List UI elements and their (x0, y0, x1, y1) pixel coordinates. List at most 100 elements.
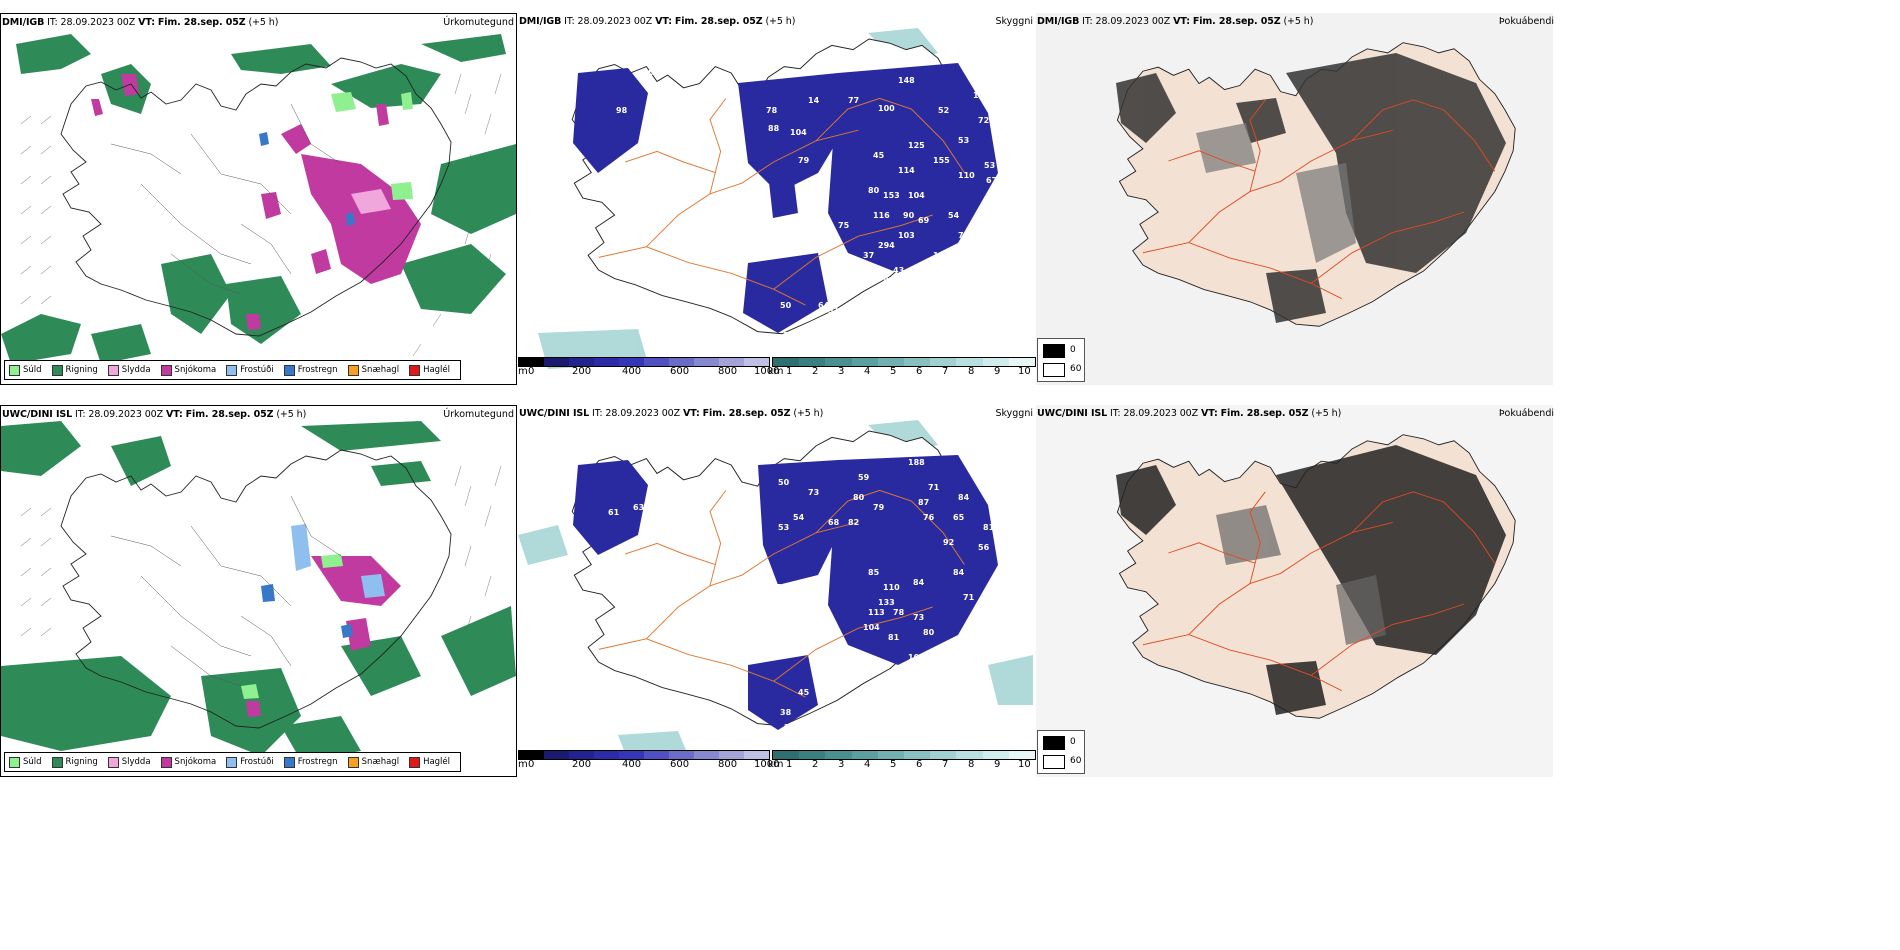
cloud-height-label: 30 (783, 331, 795, 340)
panel-header: UWC/DINI ISL IT: 28.09.2023 00Z VT: Fim.… (519, 408, 824, 419)
swatch-icon (107, 756, 119, 768)
cloud-height-label: 126 (628, 181, 645, 190)
cloud-height-label: 98 (616, 106, 628, 115)
cloud-height-label: 75 (838, 221, 850, 230)
cloud-height-label: 163 (933, 251, 950, 260)
cloud-height-label: 65 (648, 68, 660, 77)
swatch-icon (283, 756, 295, 768)
cloudbase-map-uwc: 82 61 63 79 84 50 73 54 53 68 82 80 59 188 71 87 79 76 84 6… (518, 405, 1035, 777)
cloud-height-label: 69 (918, 216, 930, 225)
cloud-height-label: 133 (878, 598, 895, 607)
precip-map-uwc: UWC/DINI ISL IT: 28.09.2023 00Z VT: Fim.… (0, 405, 517, 777)
swatch-icon (107, 364, 119, 376)
cloud-height-label: 59 (858, 473, 870, 482)
cloud-height-label: 125 (908, 141, 925, 150)
fog-map-dmi: DMI/IGB IT: 28.09.2023 00Z VT: Fim. 28.s… (1036, 13, 1556, 385)
cloud-height-label: 43 (893, 266, 904, 275)
cloudbase-map-dmi: 70 65 98 13 109 88 108 126 78 88 104 14 79 77 100 148 52… (518, 13, 1035, 385)
cloud-height-label: 53 (958, 136, 969, 145)
cloud-height-label: 80 (868, 186, 880, 195)
precip-legend: Súld Rigning Slydda Snjókoma Frostúði Fr… (4, 752, 462, 772)
precip-map-dmi: DMI/IGB IT: 28.09.2023 00Z VT: Fim. 28.s… (0, 13, 517, 385)
cloud-height-label: 79 (873, 503, 885, 512)
cloud-height-label: 13 (678, 101, 689, 110)
cloud-height-label: 71 (928, 483, 940, 492)
legend-item-haglel: Haglél (409, 756, 450, 768)
swatch-icon (347, 756, 359, 768)
cloud-height-label: 72 (903, 668, 914, 677)
cloud-colorbar (772, 750, 1036, 760)
cloud-height-label: 110 (883, 583, 900, 592)
cloud-height-label: 26 (784, 723, 796, 732)
cloud-height-label: 64 (818, 301, 830, 310)
panel-header: UWC/DINI ISL IT: 28.09.2023 00Z VT: Fim.… (2, 409, 307, 420)
cloud-height-label: 105 (908, 653, 925, 662)
cloud-height-label: 82 (848, 518, 859, 527)
cloud-height-label: 78 (766, 106, 778, 115)
cloud-height-label: 84 (668, 528, 680, 537)
cloud-height-label: 71 (963, 593, 975, 602)
cloud-height-label: 56 (978, 543, 990, 552)
white-swatch-icon (1043, 363, 1065, 377)
legend-item-slydda: Slydda (107, 364, 151, 376)
cloud-height-label: 86 (883, 276, 895, 285)
cloud-height-label: 65 (953, 513, 965, 522)
swatch-icon (409, 756, 421, 768)
cloud-height-label: 103 (898, 231, 915, 240)
cloud-height-label: 104 (908, 191, 925, 200)
cloud-height-label: 79 (798, 156, 810, 165)
cloud-height-label: 38 (780, 708, 792, 717)
swatch-icon (9, 364, 20, 376)
swatch-icon (9, 756, 20, 768)
cloud-height-label: 87 (918, 498, 929, 507)
cloud-height-label: 50 (780, 301, 792, 310)
panel-header: DMI/IGB IT: 28.09.2023 00Z VT: Fim. 28.s… (1037, 16, 1314, 27)
cloud-height-label: 81 (983, 523, 995, 532)
height-colorbar (518, 750, 770, 760)
cloudbase-map-graphic: 70 65 98 13 109 88 108 126 78 88 104 14 79 77 100 148 52… (538, 28, 998, 369)
swatch-icon (160, 756, 172, 768)
cloud-height-label: 68 (828, 518, 840, 527)
legend-item-frostudi: Frostúði (226, 756, 274, 768)
cloud-height-label: 88 (768, 124, 780, 133)
precip-title: Úrkomutegund (443, 17, 514, 28)
cloud-height-label: 52 (938, 106, 949, 115)
cloud-height-label: 193 (903, 683, 920, 692)
cloud-height-label: 82 (623, 448, 634, 457)
cloud-height-label: 334 (758, 578, 775, 587)
legend-item-snjokoma: Snjókoma (160, 756, 216, 768)
cloud-height-label: 84 (913, 578, 925, 587)
cloud-height-label: 108 (658, 166, 675, 175)
cloud-height-label: 72 (978, 116, 989, 125)
cloud-height-label: 54 (793, 513, 805, 522)
panel-header: DMI/IGB IT: 28.09.2023 00Z VT: Fim. 28.s… (519, 16, 796, 27)
cloud-height-label: 84 (953, 568, 965, 577)
precip-map-graphic (1, 34, 516, 364)
swatch-icon (226, 364, 238, 376)
precip-map-graphic (1, 421, 516, 761)
cloud-height-label: 310 (828, 306, 845, 315)
fog-title: Þokuábendi (1498, 408, 1554, 419)
fog-legend: 0 60 (1037, 730, 1085, 774)
cloud-height-label: 148 (898, 76, 915, 85)
cloud-title: Skyggni (995, 16, 1033, 27)
legend-item-rigning: Rigning (51, 756, 98, 768)
cloud-height-label: 53 (778, 523, 789, 532)
fog-map-graphic (1036, 13, 1553, 385)
cloud-height-label: 113 (868, 608, 885, 617)
black-swatch-icon (1043, 736, 1065, 750)
cloud-height-label: 92 (943, 538, 954, 547)
legend-item-snjokoma: Snjókoma (160, 364, 216, 376)
cloud-height-label: 14 (808, 96, 820, 105)
legend-item-frostudi: Frostúði (226, 364, 274, 376)
cloud-height-label: 78 (893, 608, 905, 617)
cloud-height-label: 63 (633, 503, 644, 512)
fog-map-graphic (1036, 405, 1553, 777)
cloud-height-label: 90 (903, 211, 915, 220)
legend-item-sudl: Súld (9, 364, 42, 376)
cloud-height-label: 61 (608, 508, 620, 517)
cloud-height-label: 104 (863, 623, 880, 632)
cloud-height-label: 80 (923, 628, 935, 637)
cloud-height-label: 100 (878, 104, 895, 113)
cloud-height-label: 79 (668, 478, 680, 487)
